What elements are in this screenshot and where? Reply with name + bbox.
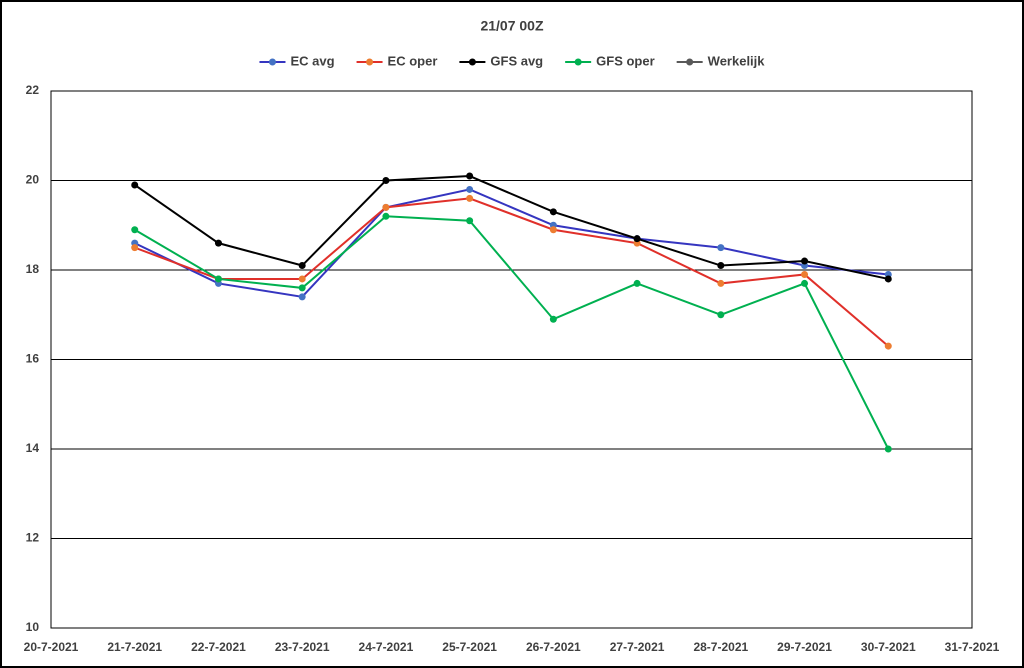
legend-marker (366, 58, 374, 66)
data-point (466, 185, 474, 193)
data-point (382, 177, 390, 184)
data-point (131, 181, 139, 189)
x-tick-label: 26-7-2021 (526, 640, 581, 654)
data-point (801, 270, 809, 278)
data-point (298, 293, 306, 301)
y-tick-label: 10 (26, 620, 40, 634)
data-point (549, 226, 557, 234)
data-point (633, 235, 641, 243)
data-point (801, 279, 809, 287)
x-tick-label: 21-7-2021 (107, 640, 162, 654)
data-point (298, 284, 306, 292)
data-point (717, 244, 725, 252)
series-line (134, 215, 890, 450)
data-point (214, 275, 222, 283)
x-tick-label: 28-7-2021 (693, 640, 748, 654)
legend-label: GFS oper (596, 53, 655, 68)
data-point (382, 212, 390, 220)
x-tick-label: 24-7-2021 (359, 640, 414, 654)
data-point (298, 275, 306, 283)
y-tick-label: 22 (26, 83, 40, 97)
x-tick-label: 23-7-2021 (275, 640, 330, 654)
data-point (131, 244, 139, 252)
data-point (884, 445, 892, 453)
legend-marker (574, 58, 582, 66)
data-point (717, 262, 725, 270)
series-line (134, 188, 889, 298)
data-point (633, 279, 641, 287)
data-point (382, 203, 390, 211)
x-tick-label: 25-7-2021 (442, 640, 497, 654)
data-point (717, 311, 725, 319)
data-point (717, 279, 725, 287)
series-line (134, 175, 889, 280)
legend-label: Werkelijk (708, 53, 766, 68)
legend-marker (686, 58, 694, 66)
y-tick-label: 12 (26, 531, 40, 545)
x-tick-label: 30-7-2021 (861, 640, 916, 654)
x-tick-label: 29-7-2021 (777, 640, 832, 654)
legend-label: EC avg (290, 53, 334, 68)
y-tick-label: 14 (26, 441, 40, 455)
x-tick-label: 22-7-2021 (191, 640, 246, 654)
legend-marker (468, 58, 476, 66)
data-point (466, 172, 474, 180)
y-tick-label: 20 (26, 173, 40, 187)
x-tick-label: 20-7-2021 (24, 640, 79, 654)
series-line (134, 197, 889, 347)
y-tick-label: 18 (26, 262, 40, 276)
data-point (466, 194, 474, 202)
data-point (884, 275, 892, 283)
legend-label: EC oper (388, 53, 438, 68)
x-tick-label: 31-7-2021 (945, 640, 1000, 654)
data-point (214, 239, 222, 247)
data-point (884, 342, 892, 350)
data-point (549, 315, 557, 323)
data-point (549, 208, 557, 216)
x-tick-label: 27-7-2021 (610, 640, 665, 654)
data-point (298, 262, 306, 270)
chart-title: 21/07 00Z (480, 18, 543, 34)
y-tick-label: 16 (26, 352, 40, 366)
legend-label: GFS avg (490, 53, 543, 68)
data-point (466, 217, 474, 225)
legend-marker (268, 58, 276, 66)
data-point (801, 257, 809, 265)
data-point (131, 226, 139, 234)
